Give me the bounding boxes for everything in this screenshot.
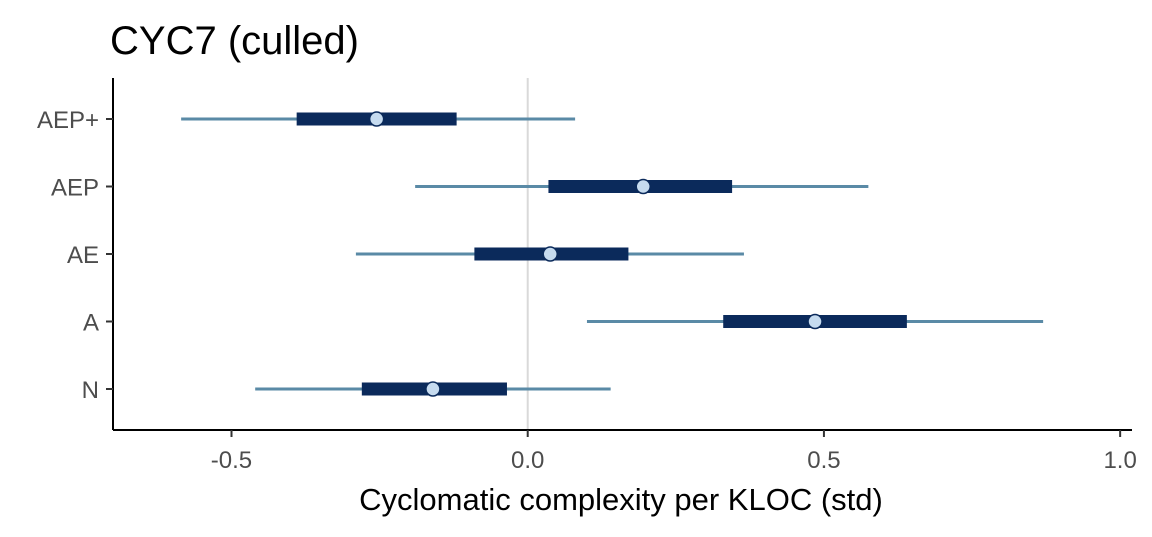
interval-row <box>415 178 869 195</box>
interval-row <box>586 313 1044 330</box>
y-tick-label: AEP+ <box>37 107 99 134</box>
y-tick-label: AE <box>67 242 99 269</box>
interval-row <box>181 111 576 127</box>
chart-title: CYC7 (culled) <box>110 19 359 63</box>
point-estimate <box>807 313 823 330</box>
interval-row <box>355 246 744 262</box>
point-estimate <box>425 381 441 397</box>
axes: AEP+ AEP AE A N -0.5 0.0 0.5 1.0 <box>37 78 1137 474</box>
interval-row <box>255 381 611 397</box>
x-tick-label: 0.0 <box>511 447 544 474</box>
y-tick-label: N <box>82 377 99 404</box>
y-tick-label: A <box>83 310 99 337</box>
plot-area <box>181 78 1044 430</box>
x-axis-title: Cyclomatic complexity per KLOC (std) <box>359 482 883 517</box>
point-estimate <box>368 111 385 127</box>
y-tick-label: AEP <box>51 175 99 202</box>
x-tick-label: -0.5 <box>211 447 252 474</box>
x-tick-label: 0.5 <box>807 447 840 474</box>
point-estimate <box>542 246 558 262</box>
x-tick-label: 1.0 <box>1103 447 1136 474</box>
point-estimate <box>635 178 651 195</box>
